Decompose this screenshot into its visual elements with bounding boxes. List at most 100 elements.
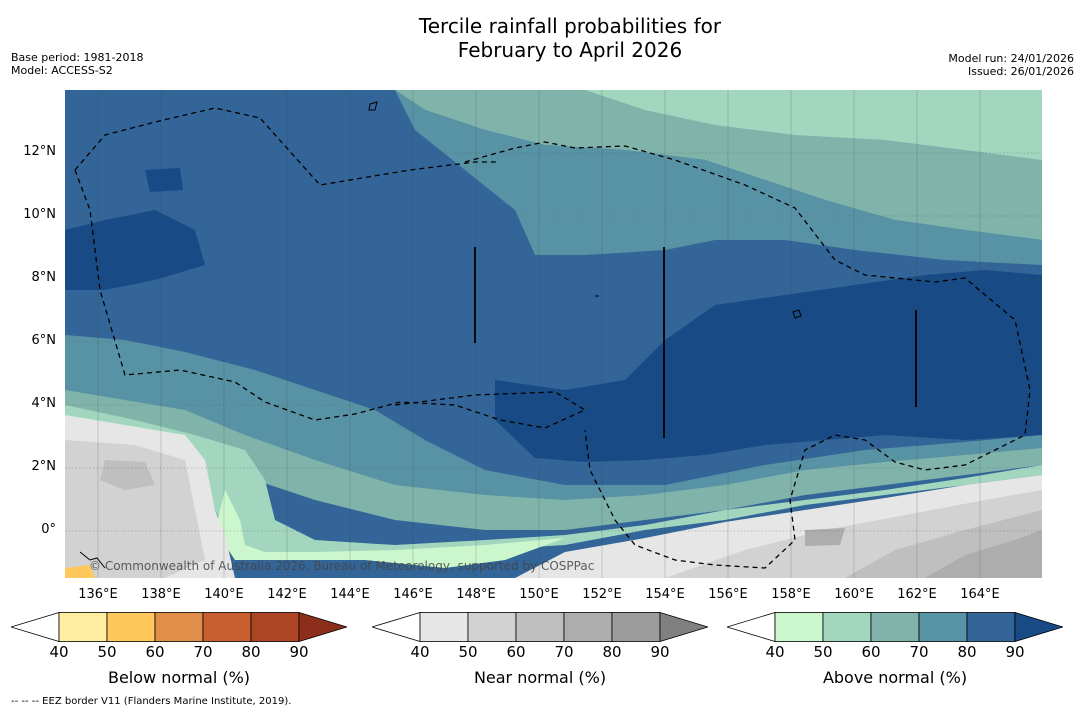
colorbar-segment (467, 612, 517, 642)
colorbar-tick-label: 80 (602, 643, 622, 661)
model-name: Model: ACCESS-S2 (11, 64, 113, 77)
colorbar-tick-label: 60 (506, 643, 526, 661)
colorbar-tick-label: 80 (241, 643, 261, 661)
lat-tick-label: 6°N (31, 333, 57, 348)
probability-map: © Commonwealth of Australia 2026, Bureau… (65, 90, 1042, 578)
colorbar-title: Below normal (%) (107, 668, 251, 687)
region-below-50 (65, 565, 95, 578)
colorbar-extend-low (11, 612, 60, 642)
colorbar-tick-label: 50 (458, 643, 478, 661)
region-above-40-south (215, 490, 565, 568)
colorbar-segment (870, 612, 920, 642)
meta-left: Base period: 1981-2018 Model: ACCESS-S2 (11, 51, 143, 77)
colorbar-tick-label: 40 (765, 643, 785, 661)
lon-tick-label: 140°E (204, 587, 244, 602)
region-above-90-west-1 (65, 210, 205, 290)
colorbar-extend-high (1014, 612, 1063, 642)
colorbar-extend-high (659, 612, 708, 642)
island-2 (792, 309, 802, 319)
colorbar (727, 612, 1063, 642)
lon-tick-label: 150°E (519, 587, 559, 602)
colorbar-title: Above normal (%) (822, 668, 968, 687)
lon-tick-label: 156°E (708, 587, 748, 602)
colorbar (372, 612, 708, 642)
lat-tick-label: 0° (41, 522, 56, 537)
island-1 (368, 101, 378, 111)
lon-tick-label: 160°E (834, 587, 874, 602)
model-run: Model run: 24/01/2026 (948, 52, 1074, 65)
colorbar (11, 612, 347, 642)
eez-borders (74, 107, 1031, 569)
lon-tick-label: 136°E (78, 587, 118, 602)
colorbar-segment (774, 612, 824, 642)
lon-tick-label: 146°E (393, 587, 433, 602)
region-above-90-east (495, 270, 1042, 462)
lat-tick-label: 8°N (31, 270, 57, 285)
colorbar-tick-label: 90 (1005, 643, 1025, 661)
colorbar-segment (563, 612, 613, 642)
colorbar-tick-label: 80 (957, 643, 977, 661)
map-copyright: © Commonwealth of Australia 2026, Bureau… (89, 559, 594, 573)
colorbar-title: Near normal (%) (473, 668, 607, 687)
colorbar-tick-label: 90 (289, 643, 309, 661)
islands (79, 101, 802, 569)
colorbar-tick-label: 60 (861, 643, 881, 661)
colorbar-tick-label: 60 (145, 643, 165, 661)
title-line-1: Tercile rainfall probabilities for (418, 14, 722, 38)
lat-tick-label: 2°N (31, 459, 57, 474)
lat-tick-label: 4°N (31, 396, 57, 411)
region-above-60-south (65, 390, 1042, 530)
colorbar-tick-label: 40 (49, 643, 69, 661)
colorbar-segment (202, 612, 252, 642)
colorbar-segment (154, 612, 204, 642)
meta-right: Model run: 24/01/2026 Issued: 26/01/2026 (948, 52, 1074, 78)
colorbar-segment (250, 612, 300, 642)
colorbar-extend-high (298, 612, 347, 642)
eez-fsm-north (464, 141, 1031, 569)
region-above-70-north (395, 90, 1042, 265)
issued-date: Issued: 26/01/2026 (967, 65, 1074, 78)
colorbar-tick-label: 90 (650, 643, 670, 661)
colorbar-tick-label: 70 (909, 643, 929, 661)
colorbar-segment (515, 612, 565, 642)
region-near-normal-70 (805, 528, 1042, 578)
lat-tick-label: 12°N (23, 144, 56, 159)
lon-tick-label: 148°E (456, 587, 496, 602)
eez-fsm (74, 169, 587, 429)
colorbar-tick-label: 50 (813, 643, 833, 661)
colorbar-tick-label: 70 (193, 643, 213, 661)
colorbar-segment (611, 612, 661, 642)
eez-palau (74, 107, 500, 186)
colorbar-extend-low (727, 612, 776, 642)
colorbar-tick-label: 70 (554, 643, 574, 661)
region-above-90-west-2 (145, 168, 183, 192)
lat-tick-label: 10°N (23, 207, 56, 222)
lon-gridlines (97, 90, 981, 578)
colorbar-segment (966, 612, 1016, 642)
title-line-2: February to April 2026 (457, 38, 683, 62)
base-period: Base period: 1981-2018 (11, 51, 144, 64)
colorbar-tick-label: 40 (410, 643, 430, 661)
chart-title: Tercile rainfall probabilities for Febru… (0, 14, 1085, 62)
eez-footnote: -- -- -- EEZ border V11 (Flanders Marine… (11, 696, 292, 707)
lon-tick-label: 164°E (960, 587, 1000, 602)
colorbar-extend-low (372, 612, 421, 642)
eez-separators (474, 247, 917, 438)
lon-tick-label: 152°E (582, 587, 622, 602)
colorbar-segment (419, 612, 469, 642)
region-near-normal-50 (65, 440, 1042, 578)
region-above-50-north (585, 90, 1042, 160)
lon-tick-label: 144°E (330, 587, 370, 602)
colorbar-tick-label: 50 (97, 643, 117, 661)
colorbar-segment (106, 612, 156, 642)
region-above-50-south (65, 405, 1042, 555)
island-4 (79, 551, 106, 569)
lon-tick-label: 162°E (897, 587, 937, 602)
lon-tick-label: 158°E (771, 587, 811, 602)
colorbar-segment (918, 612, 968, 642)
colorbar-segment (822, 612, 872, 642)
lon-tick-label: 138°E (141, 587, 181, 602)
lon-tick-label: 142°E (267, 587, 307, 602)
lon-tick-label: 154°E (645, 587, 685, 602)
colorbar-segment (58, 612, 108, 642)
